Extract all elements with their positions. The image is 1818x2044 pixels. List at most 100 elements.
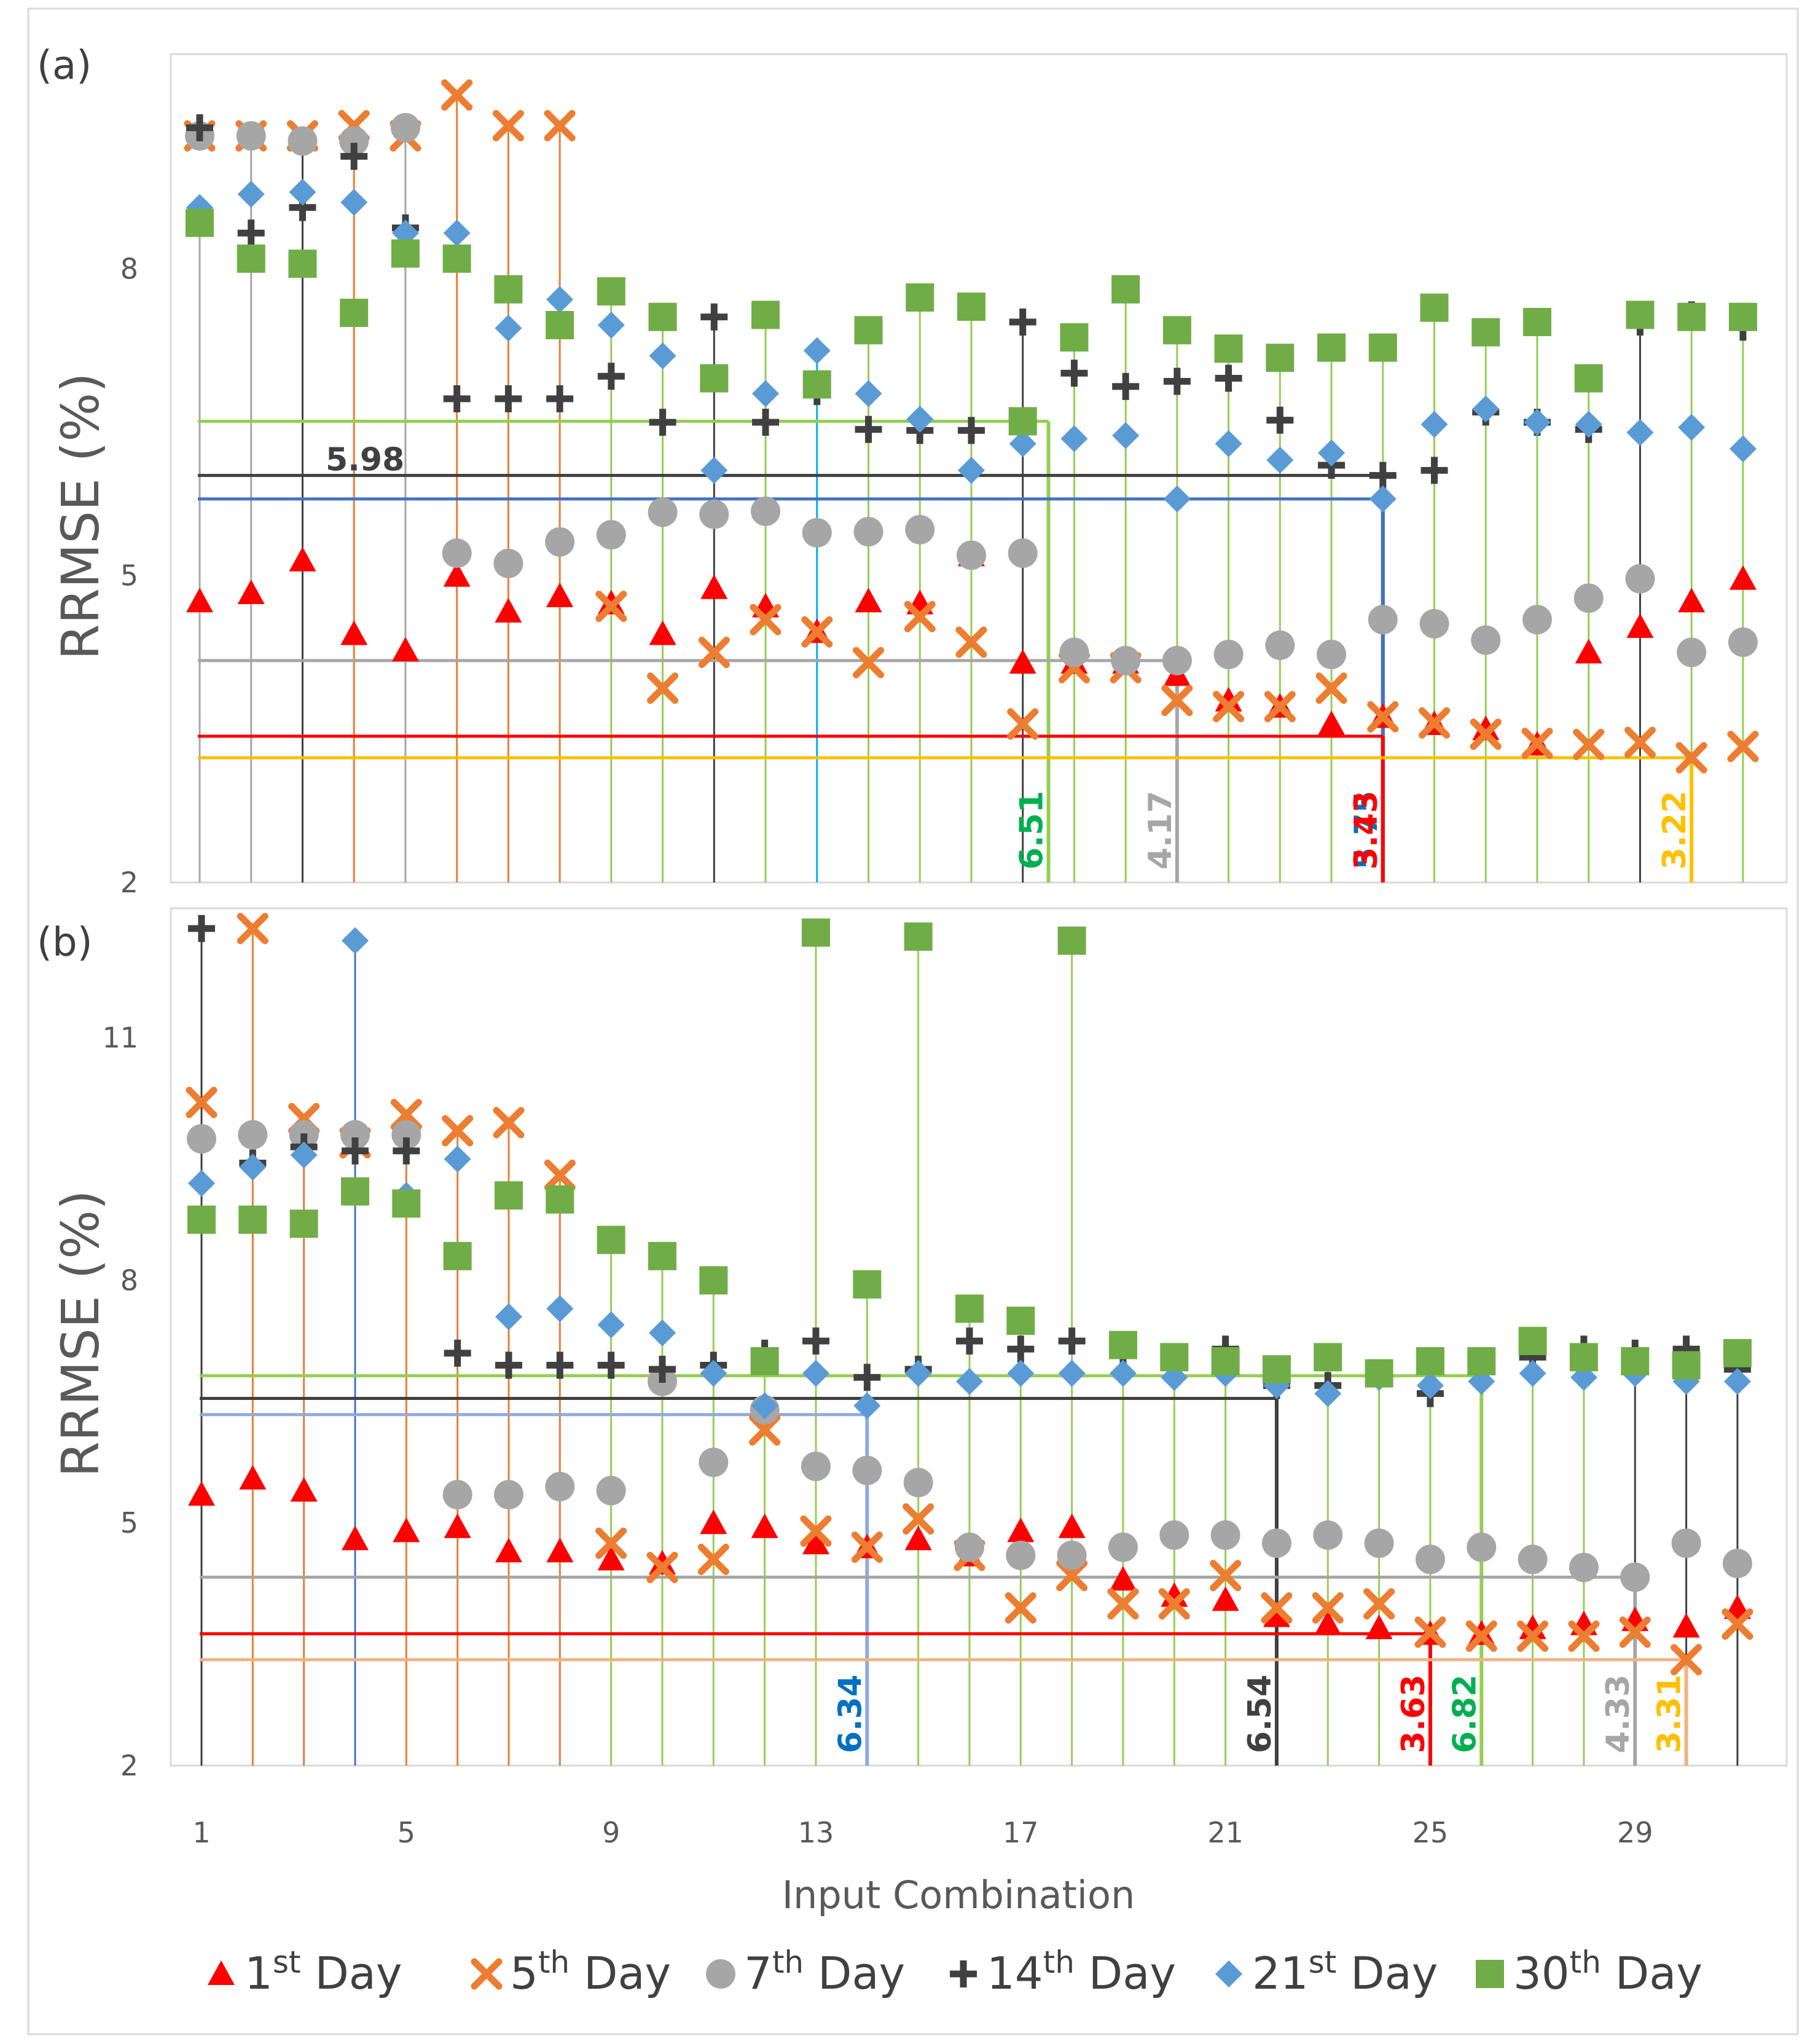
panel-a-point-21st-day-26 xyxy=(1472,395,1500,423)
panel-a-point-7th-day-16 xyxy=(956,540,986,570)
panel-b-point-21st-day-15 xyxy=(904,1359,932,1387)
panel-b-point-14th-day-7 xyxy=(495,1351,522,1379)
panel-a-point-5th-day-12 xyxy=(750,603,782,635)
panel-b-point-7th-day-29 xyxy=(1620,1562,1650,1592)
panel-b-point-30th-day-6 xyxy=(443,1241,472,1270)
panel-b-point-21st-day-14 xyxy=(853,1392,881,1420)
panel-b-point-1st-day-1 xyxy=(188,1481,215,1506)
panel-a-point-14th-day-10 xyxy=(649,409,676,436)
panel-a-point-7th-day-9 xyxy=(596,520,626,550)
panel-b-point-21st-day-19 xyxy=(1109,1359,1137,1387)
panel-a-point-5th-day-14 xyxy=(852,647,884,678)
panel-a-point-1st-day-21 xyxy=(1215,686,1242,712)
panel-b-point-21st-day-6 xyxy=(444,1145,471,1173)
panel-a-point-30th-day-21 xyxy=(1214,334,1243,363)
panel-b-point-7th-day-7 xyxy=(493,1480,523,1510)
panel-b-point-14th-day-6 xyxy=(444,1339,471,1367)
panel-a-point-14th-day-21 xyxy=(1215,364,1242,392)
x-tick-25: 25 xyxy=(1412,1816,1449,1849)
panel-b-point-1st-day-18 xyxy=(1058,1513,1086,1538)
legend-item-14th-day: 14th Day xyxy=(950,1944,1176,1999)
panel-b-point-5th-day-29 xyxy=(1619,1616,1651,1648)
legend-marker-diamond xyxy=(1215,1960,1242,1987)
panel-a-point-30th-day-8 xyxy=(546,311,574,340)
panel-a-series-30th-day xyxy=(186,208,1757,436)
panel-a-point-7th-day-25 xyxy=(1419,608,1449,639)
legend-label-30th-day: 30th Day xyxy=(1513,1944,1702,1999)
panel-a-point-1st-day-29 xyxy=(1626,613,1654,638)
panel-a-point-14th-day-20 xyxy=(1163,368,1191,395)
panel-b-point-7th-day-5 xyxy=(391,1120,421,1150)
panel-b-point-1st-day-21 xyxy=(1212,1586,1239,1611)
panel-b-point-30th-day-29 xyxy=(1621,1346,1650,1375)
panel-a-point-7th-day-15 xyxy=(905,514,935,544)
panel-a-y-tick-2: 2 xyxy=(120,866,138,899)
panel-a-point-14th-day-4 xyxy=(340,143,368,170)
legend-marker-plus xyxy=(950,1960,977,1987)
panel-a-y-tick-5: 5 xyxy=(120,559,138,592)
panel-b-point-5th-day-20 xyxy=(1158,1588,1190,1620)
panel-b-point-5th-day-13 xyxy=(800,1515,832,1547)
panel-b-point-14th-day-16 xyxy=(955,1327,983,1355)
panel-b-point-21st-day-7 xyxy=(495,1303,522,1331)
panel-b-point-5th-day-10 xyxy=(646,1552,678,1584)
panel-a-min-label-1st-day: 3.43 xyxy=(1348,791,1385,870)
panel-a-point-7th-day-18 xyxy=(1059,637,1089,667)
panel-a-point-30th-day-30 xyxy=(1677,302,1706,331)
panel-a-point-5th-day-10 xyxy=(647,672,679,704)
panel-b-point-5th-day-24 xyxy=(1363,1588,1395,1620)
panel-b-point-21st-day-2 xyxy=(239,1154,267,1181)
panel-b-point-5th-day-22 xyxy=(1261,1592,1293,1624)
panel-b-point-1st-day-7 xyxy=(495,1538,522,1563)
panel-a-point-21st-day-23 xyxy=(1318,439,1346,467)
panel-a-point-21st-day-18 xyxy=(1060,425,1088,452)
panel-a-point-21st-day-29 xyxy=(1626,419,1654,446)
panel-a-point-30th-day-7 xyxy=(494,275,523,304)
x-tick-29: 29 xyxy=(1617,1816,1653,1849)
panel-b-point-14th-day-9 xyxy=(597,1351,625,1379)
panel-a-point-30th-day-18 xyxy=(1060,323,1089,352)
panel-b-point-1st-day-19 xyxy=(1109,1566,1137,1591)
panel-a-point-30th-day-25 xyxy=(1420,293,1449,322)
panel-a-point-30th-day-1 xyxy=(186,208,214,237)
panel-a-point-21st-day-6 xyxy=(443,219,471,247)
legend-item-21st-day: 21st Day xyxy=(1215,1944,1438,1999)
panel-b-minimum-labels: 6.82 6.54 6.34 4.33 3.63 3.31 xyxy=(832,1675,1688,1753)
panel-b-point-1st-day-13 xyxy=(802,1530,829,1555)
x-tick-17: 17 xyxy=(1003,1816,1039,1849)
panel-a-point-1st-day-30 xyxy=(1678,588,1706,613)
panel-a-point-21st-day-28 xyxy=(1575,411,1602,438)
panel-b-point-7th-day-13 xyxy=(801,1452,831,1482)
panel-b-point-5th-day-19 xyxy=(1107,1588,1139,1620)
panel-a-point-21st-day-13 xyxy=(803,337,831,364)
panel-b-point-30th-day-2 xyxy=(238,1205,267,1234)
panel-b-point-21st-day-12 xyxy=(751,1392,778,1420)
panel-b-point-7th-day-6 xyxy=(442,1480,472,1510)
panel-a-point-30th-day-6 xyxy=(442,244,471,273)
panel-a-point-21st-day-20 xyxy=(1163,485,1191,513)
panel-b-point-21st-day-3 xyxy=(290,1141,318,1169)
panel-b-point-30th-day-12 xyxy=(750,1346,779,1375)
panel-a-point-7th-day-22 xyxy=(1265,630,1295,660)
panel-b-point-30th-day-24 xyxy=(1365,1359,1393,1388)
panel-a-point-14th-day-25 xyxy=(1420,457,1448,484)
panel-a-point-5th-day-21 xyxy=(1213,691,1245,723)
panel-a-point-5th-day-7 xyxy=(492,109,524,141)
panel-a-point-14th-day-14 xyxy=(855,415,882,443)
panel-a-point-7th-day-7 xyxy=(493,548,523,578)
panel-a-series-21st-day xyxy=(186,178,1757,513)
legend-item-7th-day: 7th Day xyxy=(706,1944,905,1999)
panel-a-min-label-7th-day: 4.17 xyxy=(1142,791,1179,870)
panel-b-x-ticks: 1 5 9 13 17 21 25 29 xyxy=(192,1816,1653,1849)
panel-b-point-1st-day-8 xyxy=(546,1538,574,1563)
panel-b-point-7th-day-8 xyxy=(545,1471,575,1501)
panel-a-point-21st-day-12 xyxy=(752,380,780,407)
x-tick-1: 1 xyxy=(192,1816,210,1849)
panel-a-point-5th-day-13 xyxy=(801,616,833,648)
panel-a-point-7th-day-19 xyxy=(1111,645,1141,675)
panel-b-point-7th-day-1 xyxy=(187,1124,216,1154)
panel-b-point-7th-day-31 xyxy=(1722,1548,1752,1578)
panel-b-point-30th-day-31 xyxy=(1723,1338,1752,1367)
panel-a-point-5th-day-17 xyxy=(1007,708,1039,740)
panel-b-point-30th-day-5 xyxy=(392,1189,421,1218)
